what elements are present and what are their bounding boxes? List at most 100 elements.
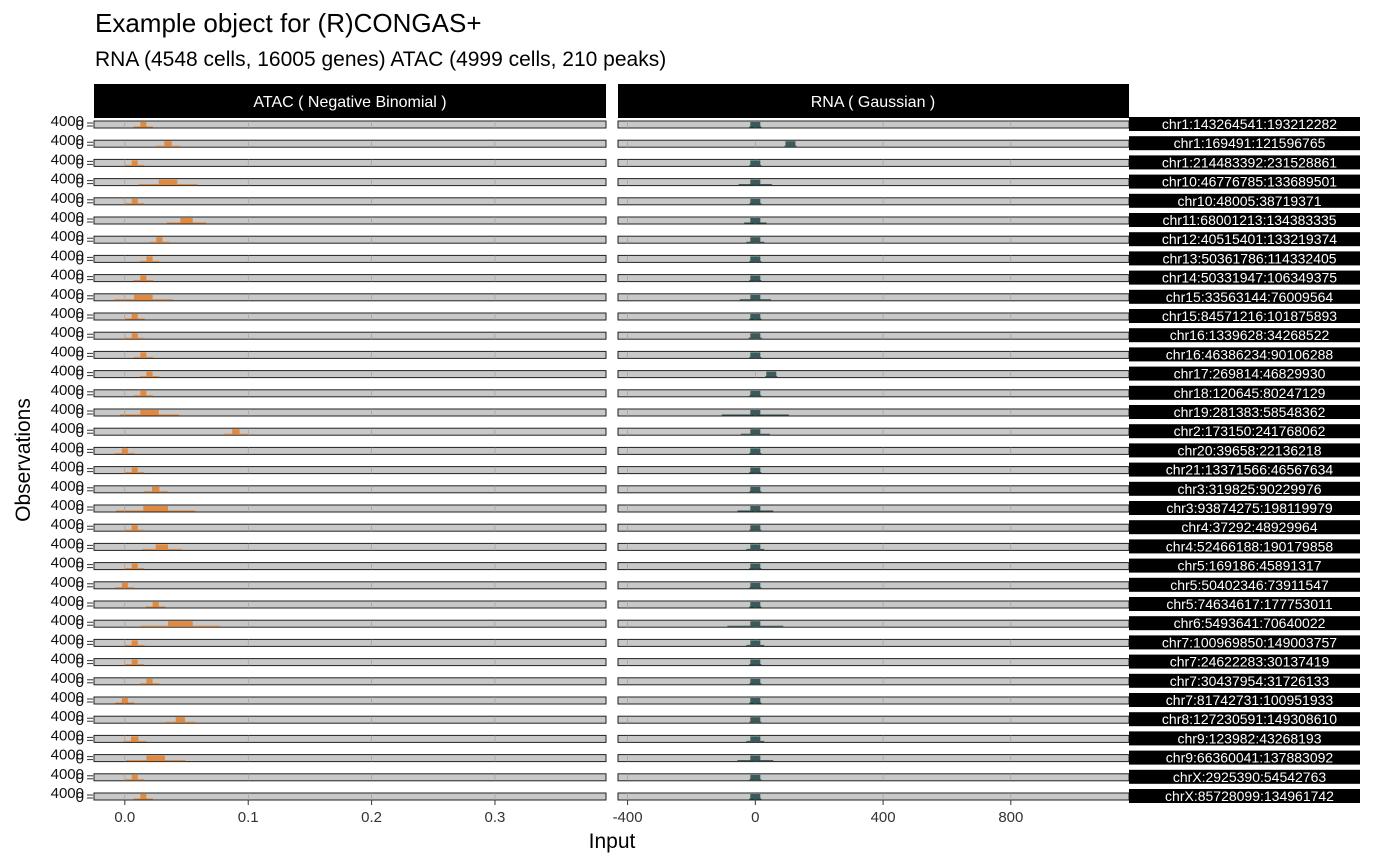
rna-density-mark xyxy=(750,486,761,492)
rna-density-mark xyxy=(750,698,761,703)
y-tick-label: 0 xyxy=(76,616,84,633)
x-axis-atac: 0.0 0.1 0.2 0.3 xyxy=(114,800,505,826)
atac-row-panel xyxy=(93,562,607,571)
y-tick-label: 0 xyxy=(76,290,84,307)
rna-row-panel xyxy=(617,331,1130,340)
y-tick-label: 4000 xyxy=(51,113,84,130)
facet-label-strip xyxy=(1129,616,1360,631)
facet-label-strip xyxy=(1129,577,1360,592)
atac-density-mark xyxy=(175,717,185,723)
x-tick-label: 0 xyxy=(751,809,759,826)
rna-density-mark xyxy=(750,333,761,339)
y-tick-label: 0 xyxy=(76,635,84,652)
y-tick-label: 4000 xyxy=(51,516,84,533)
rna-row-panel xyxy=(617,715,1130,724)
rna-density-mark xyxy=(750,467,761,473)
y-tick-label: 0 xyxy=(76,770,84,787)
atac-density-mark xyxy=(168,621,193,627)
y-tick-label: 0 xyxy=(76,655,84,672)
y-tick-label: 4000 xyxy=(51,785,84,802)
y-tick-label: 4000 xyxy=(51,286,84,303)
rna-row-panel xyxy=(617,696,1130,705)
x-tick-label: -400 xyxy=(613,809,643,826)
y-tick-label: 4000 xyxy=(51,247,84,264)
atac-row-panel xyxy=(93,600,607,609)
facet-label-strip xyxy=(1129,520,1360,535)
atac-row-panel xyxy=(93,427,607,436)
rna-density-mark xyxy=(750,237,761,243)
y-tick-label: 0 xyxy=(76,501,84,518)
atac-row-panel xyxy=(93,523,607,532)
atac-row-panel xyxy=(93,350,607,359)
facet-label-strip xyxy=(1129,635,1360,650)
facet-strip-atac-label: ATAC ( Negative Binomial ) xyxy=(253,94,446,111)
facet-label-text: chr18:120645:80247129 xyxy=(1174,385,1326,401)
y-tick-label: 0 xyxy=(76,751,84,768)
atac-row-panel xyxy=(93,638,607,647)
rna-row-panel xyxy=(617,581,1130,590)
facet-label-text: chr3:319825:90229976 xyxy=(1177,481,1321,497)
atac-row-panel xyxy=(93,178,607,187)
atac-row-panel xyxy=(93,216,607,225)
y-tick-label: 0 xyxy=(76,136,84,153)
facet-label-text: chr13:50361786:114332405 xyxy=(1162,250,1336,266)
facet-label-text: chrX:2925390:54542763 xyxy=(1173,769,1327,785)
atac-density-mark xyxy=(158,179,178,185)
atac-density-mark xyxy=(151,486,160,492)
atac-density-mark xyxy=(232,429,240,435)
facet-label-strip xyxy=(1129,232,1360,247)
facet-label-strip xyxy=(1129,347,1360,362)
rna-density-mark xyxy=(750,621,761,627)
facet-label-text: chr7:30437954:31726133 xyxy=(1170,673,1330,689)
rna-density-mark xyxy=(750,352,761,358)
atac-row-panel xyxy=(93,235,607,244)
y-tick-label: 4000 xyxy=(51,747,84,764)
atac-density-mark xyxy=(140,794,147,799)
rna-row-panel xyxy=(617,677,1130,686)
rna-row-panel xyxy=(617,350,1130,359)
atac-density-mark xyxy=(131,314,138,319)
atac-density-mark xyxy=(140,390,147,396)
atac-density-mark xyxy=(146,678,153,684)
rna-density-mark xyxy=(750,717,761,723)
x-axis-rna: -400 0 400 800 xyxy=(613,800,1023,826)
y-tick-label: 4000 xyxy=(51,267,84,284)
rna-row-panel xyxy=(617,773,1130,782)
y-tick-label: 4000 xyxy=(51,401,84,418)
facet-label-strip xyxy=(1129,539,1360,554)
facet-label-strip xyxy=(1129,558,1360,573)
y-tick-label: 4000 xyxy=(51,151,84,168)
rna-density-mark xyxy=(750,256,761,262)
facet-label-text: chr4:52466188:190179858 xyxy=(1166,538,1334,554)
rna-row-panel xyxy=(617,523,1130,532)
facet-label-text: chr3:93874275:198119979 xyxy=(1166,500,1333,516)
atac-row-panel xyxy=(93,485,607,494)
facet-label-text: chr14:50331947:106349375 xyxy=(1162,270,1337,286)
rna-density-mark xyxy=(750,390,761,396)
atac-row-panel xyxy=(93,408,607,417)
facet-label-strip xyxy=(1129,693,1360,707)
facet-label-strip xyxy=(1129,654,1360,669)
facet-label-strip xyxy=(1129,136,1360,151)
facet-label-text: chr16:1339628:34268522 xyxy=(1170,327,1330,343)
rna-row-panel xyxy=(617,120,1130,129)
rna-row-panel xyxy=(617,792,1130,801)
facet-label-text: chr5:50402346:73911547 xyxy=(1170,577,1329,593)
rna-density-mark xyxy=(750,218,761,223)
